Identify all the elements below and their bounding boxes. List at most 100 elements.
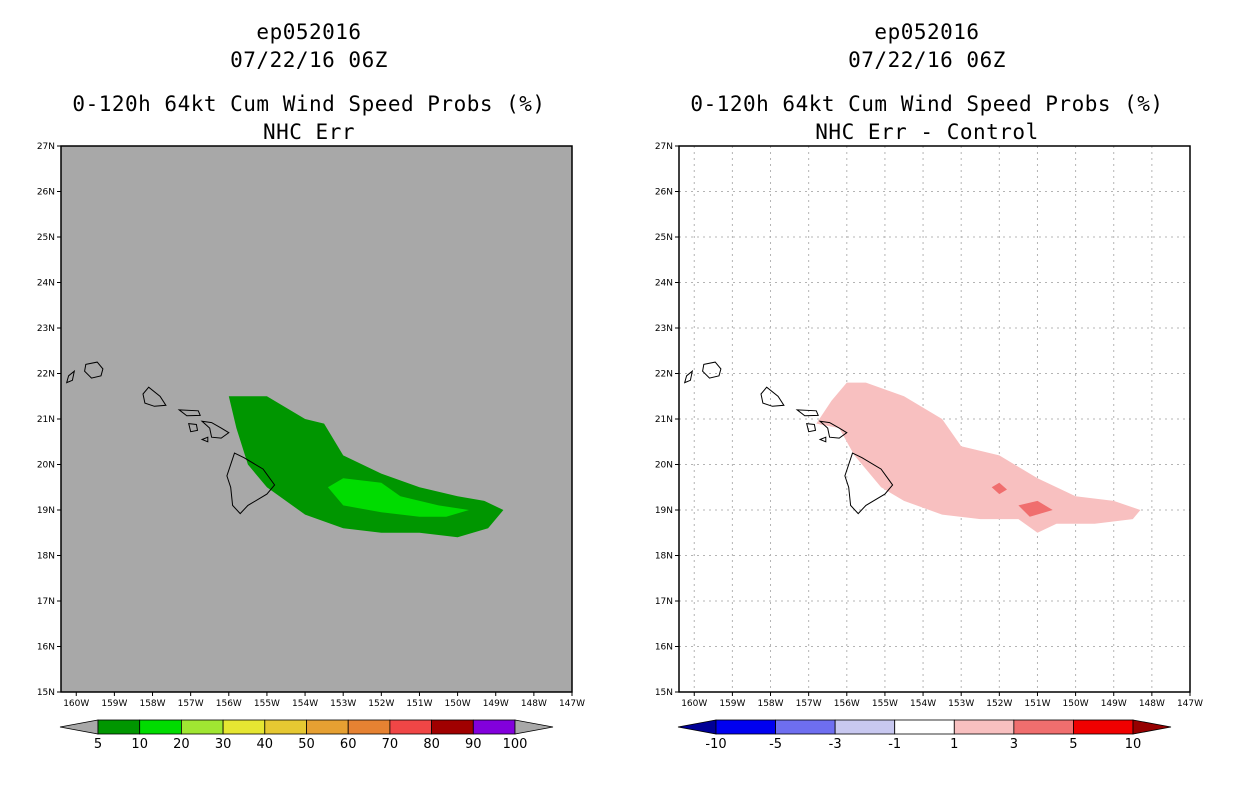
legend-label: 90 bbox=[465, 737, 482, 752]
legend-color-box bbox=[431, 719, 474, 735]
y-tick-label: 20N bbox=[655, 461, 673, 471]
legend-color-box bbox=[1073, 719, 1134, 735]
legend-label: -5 bbox=[769, 737, 782, 752]
y-tick-label: 24N bbox=[37, 279, 55, 289]
x-tick-label: 154W bbox=[910, 699, 936, 709]
x-tick-label: 157W bbox=[178, 699, 204, 709]
y-tick-label: 18N bbox=[655, 552, 673, 562]
legend-color-box bbox=[139, 719, 182, 735]
x-tick-label: 147W bbox=[559, 699, 585, 709]
y-tick-label: 21N bbox=[37, 415, 55, 425]
x-tick-label: 155W bbox=[254, 699, 280, 709]
x-tick-label: 158W bbox=[139, 699, 165, 709]
legend-label: 1 bbox=[950, 737, 958, 752]
legend-label: 30 bbox=[215, 737, 232, 752]
contour-region-5-10-0 bbox=[228, 396, 504, 538]
legend-under-arrow bbox=[59, 719, 99, 735]
x-tick-label: 157W bbox=[796, 699, 822, 709]
legend-label: 80 bbox=[423, 737, 440, 752]
x-tick-label: 149W bbox=[1101, 699, 1127, 709]
legend-label: -1 bbox=[888, 737, 901, 752]
y-tick-label: 19N bbox=[655, 506, 673, 516]
left-chart-subtitle: NHC Err bbox=[262, 120, 355, 144]
left-chart-title: 0-120h 64kt Cum Wind Speed Probs (%) bbox=[72, 92, 546, 116]
x-tick-label: 160W bbox=[681, 699, 707, 709]
y-tick-label: 16N bbox=[37, 643, 55, 653]
contour-region-1-3-0 bbox=[816, 382, 1141, 533]
legend-color-box bbox=[97, 719, 141, 735]
y-tick-label: 24N bbox=[655, 279, 673, 289]
island-coastline-2 bbox=[142, 386, 167, 407]
x-tick-label: 154W bbox=[292, 699, 318, 709]
x-tick-label: 156W bbox=[216, 699, 242, 709]
y-tick-label: 27N bbox=[655, 142, 673, 152]
y-tick-label: 22N bbox=[37, 370, 55, 380]
right-chart-panel: ep052016 07/22/16 06Z 0-120h 64kt Cum Wi… bbox=[618, 0, 1236, 800]
x-tick-label: 153W bbox=[948, 699, 974, 709]
y-tick-label: 23N bbox=[37, 324, 55, 334]
x-tick-label: 150W bbox=[445, 699, 471, 709]
island-coastline-3 bbox=[795, 409, 819, 417]
legend-over-arrow bbox=[514, 719, 554, 735]
left-chart-panel: ep052016 07/22/16 06Z 0-120h 64kt Cum Wi… bbox=[37, 20, 585, 752]
y-tick-label: 21N bbox=[655, 415, 673, 425]
legend-label: 40 bbox=[257, 737, 274, 752]
x-tick-label: 151W bbox=[1024, 699, 1050, 709]
legend-color-box bbox=[472, 719, 516, 735]
right-valid-time: 07/22/16 06Z bbox=[848, 48, 1006, 72]
island-coastline-5 bbox=[806, 423, 817, 433]
right-map-plot: 160W 159W 158W 157W 156W 155W 154W 153W 152W 151W… bbox=[655, 142, 1203, 752]
x-tick-label: 152W bbox=[986, 699, 1012, 709]
island-coastline-5 bbox=[188, 423, 199, 433]
legend-color-box bbox=[894, 719, 955, 735]
legend-label: 100 bbox=[503, 737, 528, 752]
legend-over-arrow bbox=[1132, 719, 1172, 735]
contour-region-3-5-1 bbox=[991, 482, 1007, 495]
island-coastline-3 bbox=[177, 409, 201, 417]
y-tick-label: 23N bbox=[655, 324, 673, 334]
y-tick-label: 25N bbox=[655, 233, 673, 243]
legend-color-box bbox=[775, 719, 836, 735]
x-tick-label: 159W bbox=[101, 699, 127, 709]
left-valid-time: 07/22/16 06Z bbox=[230, 48, 388, 72]
legend-label: -10 bbox=[705, 737, 726, 752]
legend-label: 70 bbox=[382, 737, 399, 752]
legend-label: 10 bbox=[131, 737, 148, 752]
legend-color-box bbox=[1013, 719, 1074, 735]
x-tick-label: 159W bbox=[719, 699, 745, 709]
plot-background bbox=[61, 146, 572, 692]
island-coastline-2 bbox=[760, 386, 785, 407]
x-tick-label: 147W bbox=[1177, 699, 1203, 709]
island-coastline-0 bbox=[702, 361, 722, 379]
island-coastline-6 bbox=[200, 436, 209, 443]
y-tick-label: 15N bbox=[655, 688, 673, 698]
legend-color-box bbox=[834, 719, 896, 735]
x-tick-label: 160W bbox=[63, 699, 89, 709]
right-chart-subtitle: NHC Err - Control bbox=[815, 120, 1039, 144]
legend-label: 3 bbox=[1010, 737, 1018, 752]
island-coastline-7 bbox=[226, 452, 276, 515]
y-tick-label: 27N bbox=[37, 142, 55, 152]
island-coastline-6 bbox=[818, 436, 827, 443]
legend-label: 20 bbox=[173, 737, 190, 752]
x-tick-label: 150W bbox=[1063, 699, 1089, 709]
x-tick-label: 153W bbox=[330, 699, 356, 709]
island-coastline-1 bbox=[65, 369, 76, 384]
legend-color-box bbox=[264, 719, 307, 735]
island-coastline-0 bbox=[84, 361, 104, 379]
contour-region-3-5-2 bbox=[1018, 500, 1053, 517]
y-tick-label: 26N bbox=[37, 188, 55, 198]
legend-label: 5 bbox=[94, 737, 102, 752]
legend-color-box bbox=[222, 719, 266, 735]
left-map-plot: 160W 159W 158W 157W 156W 155W 154W 153W 152W 151W… bbox=[37, 142, 585, 752]
legend-color-box bbox=[953, 719, 1015, 735]
y-tick-label: 17N bbox=[655, 597, 673, 607]
x-tick-label: 158W bbox=[757, 699, 783, 709]
legend-color-box bbox=[389, 719, 432, 735]
legend-color-box bbox=[347, 719, 391, 735]
contour-region-10-20-1 bbox=[327, 478, 469, 517]
legend-color-box bbox=[715, 719, 776, 735]
legend-label: 5 bbox=[1069, 737, 1077, 752]
y-tick-label: 18N bbox=[37, 552, 55, 562]
legend-label: 50 bbox=[298, 737, 315, 752]
